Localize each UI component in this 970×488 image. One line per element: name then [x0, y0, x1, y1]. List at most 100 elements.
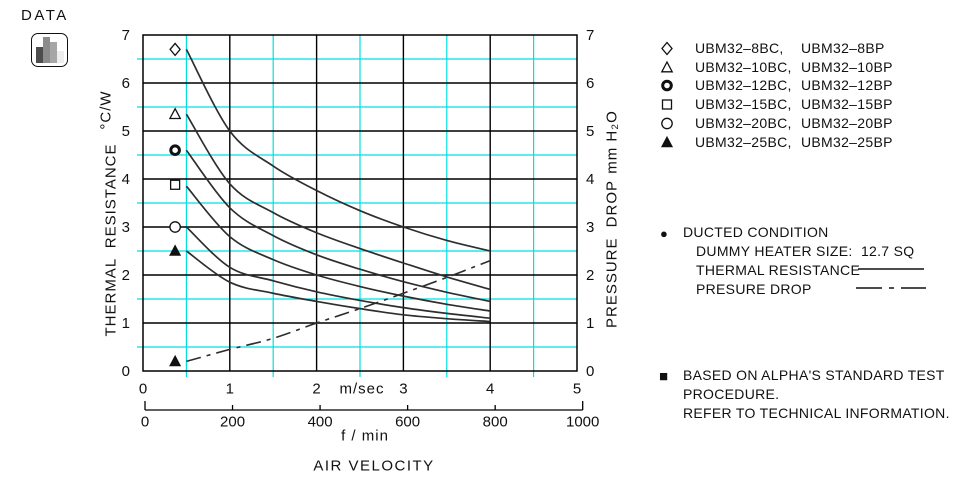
footer-bullet-icon: ■: [659, 368, 669, 385]
y-left-tick-3: 3: [121, 219, 130, 236]
circle-bold-icon: [661, 80, 673, 92]
square-icon: [661, 99, 673, 110]
pressure-drop-key-label: PRESURE DROP: [696, 281, 812, 297]
y-left-tick-0: 0: [121, 363, 130, 380]
thermal-resistance-curves: [185, 49, 491, 323]
marker-square: [661, 99, 673, 110]
legend-model-bp: UBM32–15BP: [801, 96, 893, 113]
y-left-tick-4: 4: [121, 171, 130, 188]
marker-triangle-filled: [169, 244, 182, 256]
curve-square: [185, 185, 491, 312]
solid-line-key-icon: [858, 268, 924, 270]
marker-circle: [169, 221, 181, 233]
marker-circle-bold: [169, 144, 181, 156]
x-axis-unit-secondary: f / min: [341, 427, 389, 445]
marker-diamond: [661, 41, 673, 56]
dummy-heater-note: DUMMY HEATER SIZE: 12.7 SQ: [696, 243, 915, 259]
series-legend: UBM32–8BC, UBM32–8BP UBM32–10BC, UBM32–10BP…: [655, 39, 955, 155]
y-right-tick-4: 4: [586, 171, 595, 188]
x-fmin-tick-1000: 1000: [566, 413, 600, 431]
legend-model-bp: UBM32–20BP: [801, 114, 893, 131]
footer-note-line1: BASED ON ALPHA'S STANDARD TEST: [683, 367, 945, 383]
thermal-resistance-key-label: THERMAL RESISTANCE: [696, 262, 861, 278]
x-msec-tick-0: 0: [138, 380, 148, 398]
x-msec-tick-5: 5: [572, 380, 582, 398]
bar-2: [50, 42, 57, 63]
y-right-tick-2: 2: [586, 267, 595, 284]
y-right-tick-0: 0: [586, 363, 595, 380]
grid-major: [142, 34, 578, 372]
y-left-tick-7: 7: [121, 27, 130, 44]
marker-square: [169, 179, 181, 190]
legend-model-bc: UBM32–10BC,: [695, 58, 792, 75]
bar-1: [43, 37, 50, 63]
curve-triangle: [185, 113, 491, 291]
ducted-condition-title: DUCTED CONDITION: [683, 224, 829, 240]
marker-triangle-filled: [660, 135, 674, 147]
triangle-filled-icon: [660, 135, 674, 147]
legend-model-bc: UBM32–12BC,: [695, 77, 792, 94]
legend-model-bp: UBM32–8BP: [801, 40, 885, 56]
curve-diamond: [185, 49, 491, 252]
legend-model-bp: UBM32–10BP: [801, 58, 893, 75]
legend-model-bp: UBM32–25BP: [801, 133, 893, 150]
curve-circle-bold: [185, 149, 491, 303]
dash-dot-line-key-icon: [856, 287, 926, 289]
legend-model-bc: UBM32–8BC,: [695, 40, 784, 56]
circle-icon: [661, 117, 673, 130]
bar-chart-icon: [31, 33, 68, 67]
y-left-tick-1: 1: [121, 315, 130, 332]
x-fmin-tick-800: 800: [482, 413, 508, 431]
curve-circle: [185, 226, 491, 320]
x-fmin-tick-0: 0: [140, 413, 150, 431]
y-left-tick-6: 6: [121, 75, 130, 92]
bar-3: [57, 51, 64, 63]
y-right-tick-1: 1: [586, 315, 595, 332]
legend-model-bc: UBM32–20BC,: [695, 114, 792, 131]
legend-row-circle: UBM32–20BC, UBM32–20BP: [655, 114, 955, 133]
x-msec-tick-1: 1: [225, 380, 234, 398]
x-axis-title: AIR VELOCITY: [313, 457, 435, 475]
marker-circle: [661, 117, 673, 130]
marker-triangle-filled: [169, 354, 182, 367]
data-section-label: DATA: [21, 7, 69, 24]
y-right-tick-5: 5: [586, 123, 595, 140]
legend-row-triangle: UBM32–10BC, UBM32–10BP: [655, 58, 955, 77]
y-right-tick-3: 3: [586, 219, 595, 236]
x-fmin-tick-600: 600: [395, 413, 421, 431]
x-msec-tick-3: 3: [399, 380, 408, 398]
right-axis-title: PRESSURE DROP: [603, 179, 621, 329]
x-fmin-tick-200: 200: [220, 413, 246, 431]
footer-note-line3: REFER TO TECHNICAL INFORMATION.: [683, 405, 950, 421]
diamond-icon: [661, 41, 673, 56]
y-left-tick-2: 2: [121, 267, 130, 284]
pressure-drop-curve: [186, 259, 491, 363]
right-axis-unit: mm H₂O: [603, 110, 621, 174]
fmin-axis: [144, 401, 584, 411]
marker-triangle: [168, 107, 182, 120]
x-msec-tick-4: 4: [486, 380, 495, 398]
triangle-icon: [660, 60, 674, 73]
marker-triangle: [660, 60, 674, 73]
ducted-condition-bullet-icon: ●: [660, 226, 668, 241]
series-markers: [168, 42, 182, 367]
y-right-tick-7: 7: [586, 27, 595, 44]
legend-row-triangle-filled: UBM32–25BC, UBM32–25BP: [655, 133, 955, 152]
x-fmin-tick-400: 400: [307, 413, 333, 431]
x-axis-unit-primary: m/sec: [339, 380, 385, 398]
footer-note-line2: PROCEDURE.: [683, 386, 780, 402]
legend-model-bc: UBM32–25BC,: [695, 133, 792, 150]
y-left-tick-5: 5: [121, 123, 130, 140]
legend-row-circle-bold: UBM32–12BC, UBM32–12BP: [655, 76, 955, 95]
legend-model-bp: UBM32–12BP: [801, 77, 893, 94]
legend-model-bc: UBM32–15BC,: [695, 96, 792, 113]
x-msec-tick-2: 2: [312, 380, 321, 398]
bar-0: [36, 47, 43, 63]
marker-diamond: [169, 42, 181, 57]
curve-triangle-filled: [185, 250, 491, 323]
legend-row-square: UBM32–15BC, UBM32–15BP: [655, 95, 955, 114]
marker-circle-bold: [661, 80, 673, 92]
legend-row-diamond: UBM32–8BC, UBM32–8BP: [655, 39, 955, 58]
